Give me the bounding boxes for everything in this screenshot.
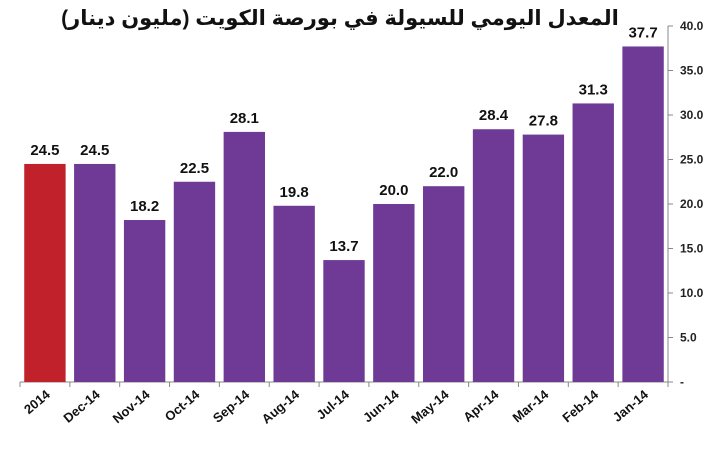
data-label: 24.5 <box>30 142 59 159</box>
y-tick-label: 15.0 <box>680 242 704 256</box>
bar <box>173 181 216 382</box>
bar <box>24 163 66 382</box>
data-label: 20.0 <box>379 182 408 199</box>
y-tick-label: - <box>680 375 684 389</box>
category-label: May-14 <box>408 386 452 426</box>
data-label: 31.3 <box>579 81 608 98</box>
bar <box>123 220 166 382</box>
data-label: 22.0 <box>429 164 458 181</box>
bar <box>74 163 116 382</box>
category-label: Jan-14 <box>610 386 652 424</box>
data-label: 18.2 <box>130 198 159 215</box>
bar <box>373 204 415 382</box>
y-tick-label: 35.0 <box>680 64 704 78</box>
data-label: 13.7 <box>329 238 358 255</box>
y-tick-label: 30.0 <box>680 108 704 122</box>
bar <box>423 186 465 382</box>
category-label: Dec-14 <box>60 386 103 425</box>
data-label: 28.1 <box>230 110 259 127</box>
category-label: Apr-14 <box>460 386 502 424</box>
category-label: Mar-14 <box>510 386 552 425</box>
data-label: 24.5 <box>80 142 109 159</box>
bar <box>572 103 614 383</box>
data-label: 37.7 <box>628 24 657 41</box>
category-label: Jul-14 <box>314 386 353 422</box>
y-tick-label: 5.0 <box>680 331 697 345</box>
data-label: 19.8 <box>280 184 309 201</box>
y-tick-label: 25.0 <box>680 153 704 167</box>
bar <box>223 131 265 382</box>
bar <box>323 260 365 382</box>
data-label: 28.4 <box>479 107 509 124</box>
y-tick-label: 10.0 <box>680 286 704 300</box>
bar <box>273 205 315 382</box>
category-label: Oct-14 <box>162 386 203 424</box>
category-label: Jun-14 <box>360 386 402 425</box>
data-label: 22.5 <box>180 160 209 177</box>
bar <box>622 46 664 382</box>
bar <box>522 134 565 382</box>
category-label: Feb-14 <box>559 386 601 425</box>
chart-title: المعدل اليومي للسيولة في بورصة الكويت (م… <box>61 7 619 30</box>
y-tick-label: 20.0 <box>680 197 704 211</box>
y-tick-label: 40.0 <box>680 19 704 33</box>
category-label: Nov-14 <box>110 386 153 426</box>
category-label: Aug-14 <box>259 386 303 426</box>
data-label: 27.8 <box>529 113 558 130</box>
bar <box>472 129 515 382</box>
category-label: Sep-14 <box>210 386 253 425</box>
category-label: 2014 <box>21 386 53 417</box>
